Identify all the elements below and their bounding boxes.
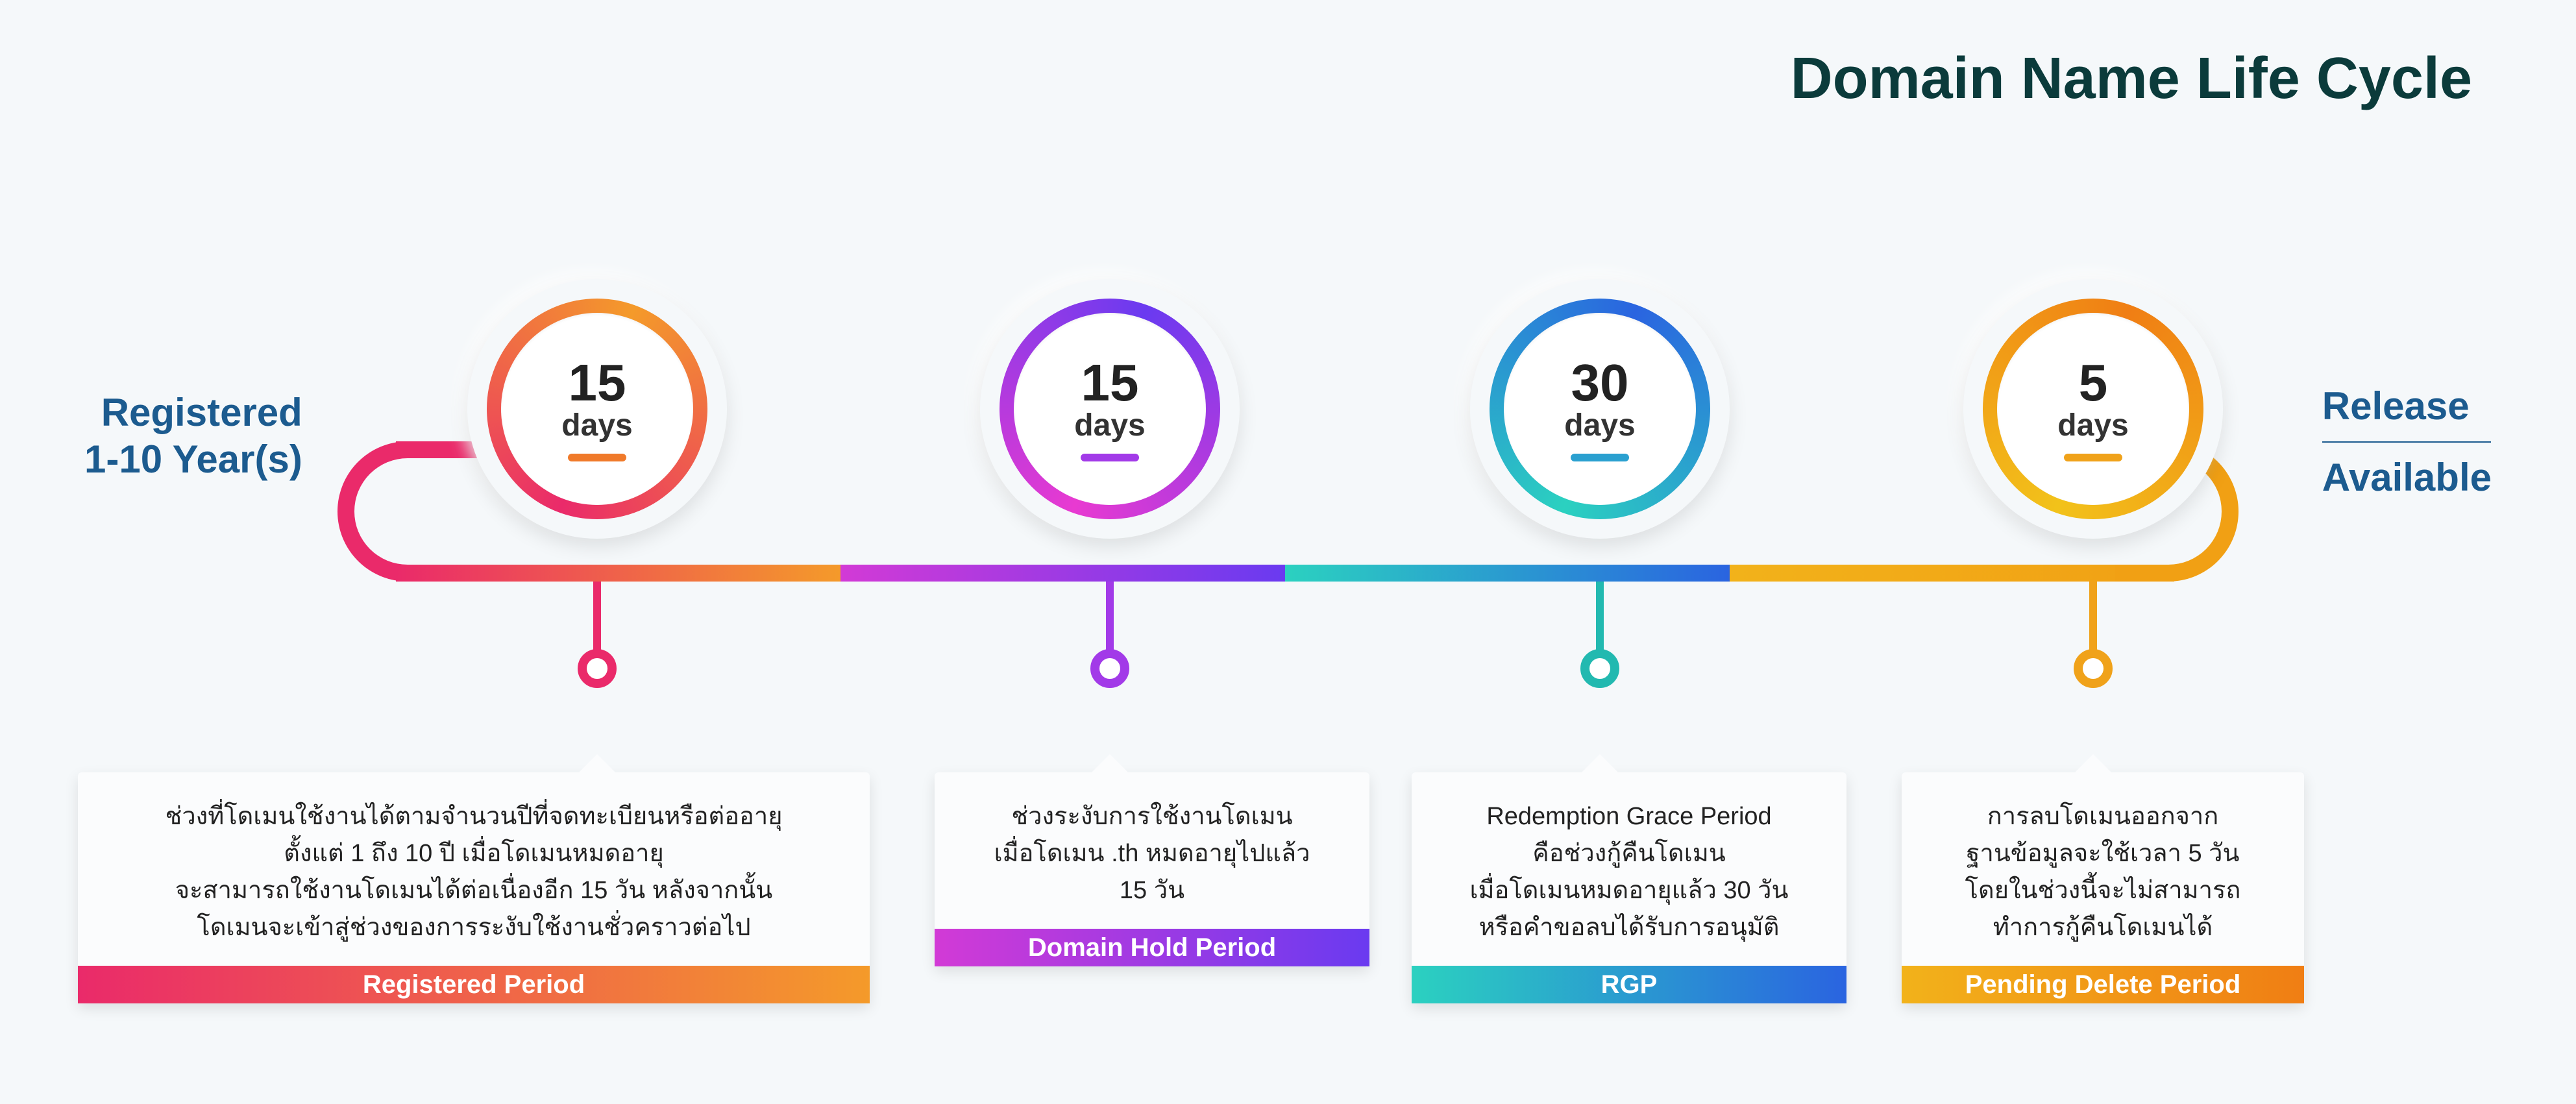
timeline-segment-hold <box>840 565 1285 582</box>
stage-stem-pending-delete <box>2089 582 2097 653</box>
card-period-title: Domain Hold Period <box>935 929 1369 966</box>
timeline-hook-left-top <box>396 441 480 458</box>
stage-number: 30 <box>1571 357 1629 409</box>
stage-stem-hold <box>1106 582 1114 653</box>
stage-unit: days <box>561 408 632 443</box>
card-description: Redemption Grace Periodคือช่วงกู้คืนโดเม… <box>1412 772 1846 966</box>
card-pointer <box>578 754 617 774</box>
card-description: การลบโดเมนออกจากฐานข้อมูลจะใช้เวลา 5 วัน… <box>1902 772 2304 966</box>
card-pointer <box>2074 754 2113 774</box>
release-label: Release Available <box>2322 383 2492 501</box>
registered-label-line2: 1-10 Year(s) <box>84 436 302 483</box>
stage-medallion-pending-delete: 5 days <box>1963 279 2223 539</box>
card-period-title: Registered Period <box>78 966 870 1003</box>
stage-ring-inner: 15 days <box>1014 313 1206 505</box>
release-label-line2: Available <box>2322 454 2492 501</box>
stage-medallion-rgp: 30 days <box>1470 279 1730 539</box>
stage-medallion-registered: 15 days <box>467 279 727 539</box>
registered-label-line1: Registered <box>84 389 302 436</box>
stage-ring-inner: 30 days <box>1504 313 1696 505</box>
stage-number: 15 <box>569 357 626 409</box>
stage-marker-registered <box>578 649 617 688</box>
stage-marker-hold <box>1090 649 1129 688</box>
timeline-segment-rgp <box>1285 565 1730 582</box>
timeline-segment-registered <box>396 565 840 582</box>
stage-stem-registered <box>593 582 601 653</box>
stage-ring: 15 days <box>487 299 707 519</box>
stage-ring: 30 days <box>1490 299 1710 519</box>
card-pointer <box>1090 754 1129 774</box>
stage-number: 5 <box>2079 357 2108 409</box>
stage-marker-pending-delete <box>2074 649 2113 688</box>
stage-ring-inner: 15 days <box>501 313 693 505</box>
stage-ring: 5 days <box>1983 299 2203 519</box>
timeline-hook-left <box>337 441 461 582</box>
card-period-title: Pending Delete Period <box>1902 966 2304 1003</box>
stage-unit: days <box>2057 408 2128 443</box>
card-pointer <box>1580 754 1619 774</box>
stage-card-hold: ช่วงระงับการใช้งานโดเมนเมื่อโดเมน .th หม… <box>935 772 1369 966</box>
card-description: ช่วงระงับการใช้งานโดเมนเมื่อโดเมน .th หม… <box>935 772 1369 929</box>
stage-accent <box>1081 454 1139 461</box>
page-title: Domain Name Life Cycle <box>1791 45 2472 112</box>
timeline-segment-pending-delete <box>1730 565 2174 582</box>
stage-card-rgp: Redemption Grace Periodคือช่วงกู้คืนโดเม… <box>1412 772 1846 1003</box>
stage-unit: days <box>1564 408 1635 443</box>
stage-number: 15 <box>1081 357 1139 409</box>
registered-label: Registered 1-10 Year(s) <box>84 389 302 483</box>
stage-accent <box>1571 454 1629 461</box>
stage-card-pending-delete: การลบโดเมนออกจากฐานข้อมูลจะใช้เวลา 5 วัน… <box>1902 772 2304 1003</box>
stage-ring-inner: 5 days <box>1997 313 2189 505</box>
stage-marker-rgp <box>1580 649 1619 688</box>
card-description: ช่วงที่โดเมนใช้งานได้ตามจำนวนปีที่จดทะเบ… <box>78 772 870 966</box>
release-label-divider <box>2322 441 2491 443</box>
stage-ring: 15 days <box>1000 299 1220 519</box>
card-period-title: RGP <box>1412 966 1846 1003</box>
timeline-track <box>396 565 2174 582</box>
stage-accent <box>2064 454 2122 461</box>
stage-unit: days <box>1074 408 1145 443</box>
stage-accent <box>568 454 626 461</box>
stage-stem-rgp <box>1596 582 1604 653</box>
stage-medallion-hold: 15 days <box>980 279 1240 539</box>
stage-card-registered: ช่วงที่โดเมนใช้งานได้ตามจำนวนปีที่จดทะเบ… <box>78 772 870 1003</box>
release-label-line1: Release <box>2322 383 2492 430</box>
